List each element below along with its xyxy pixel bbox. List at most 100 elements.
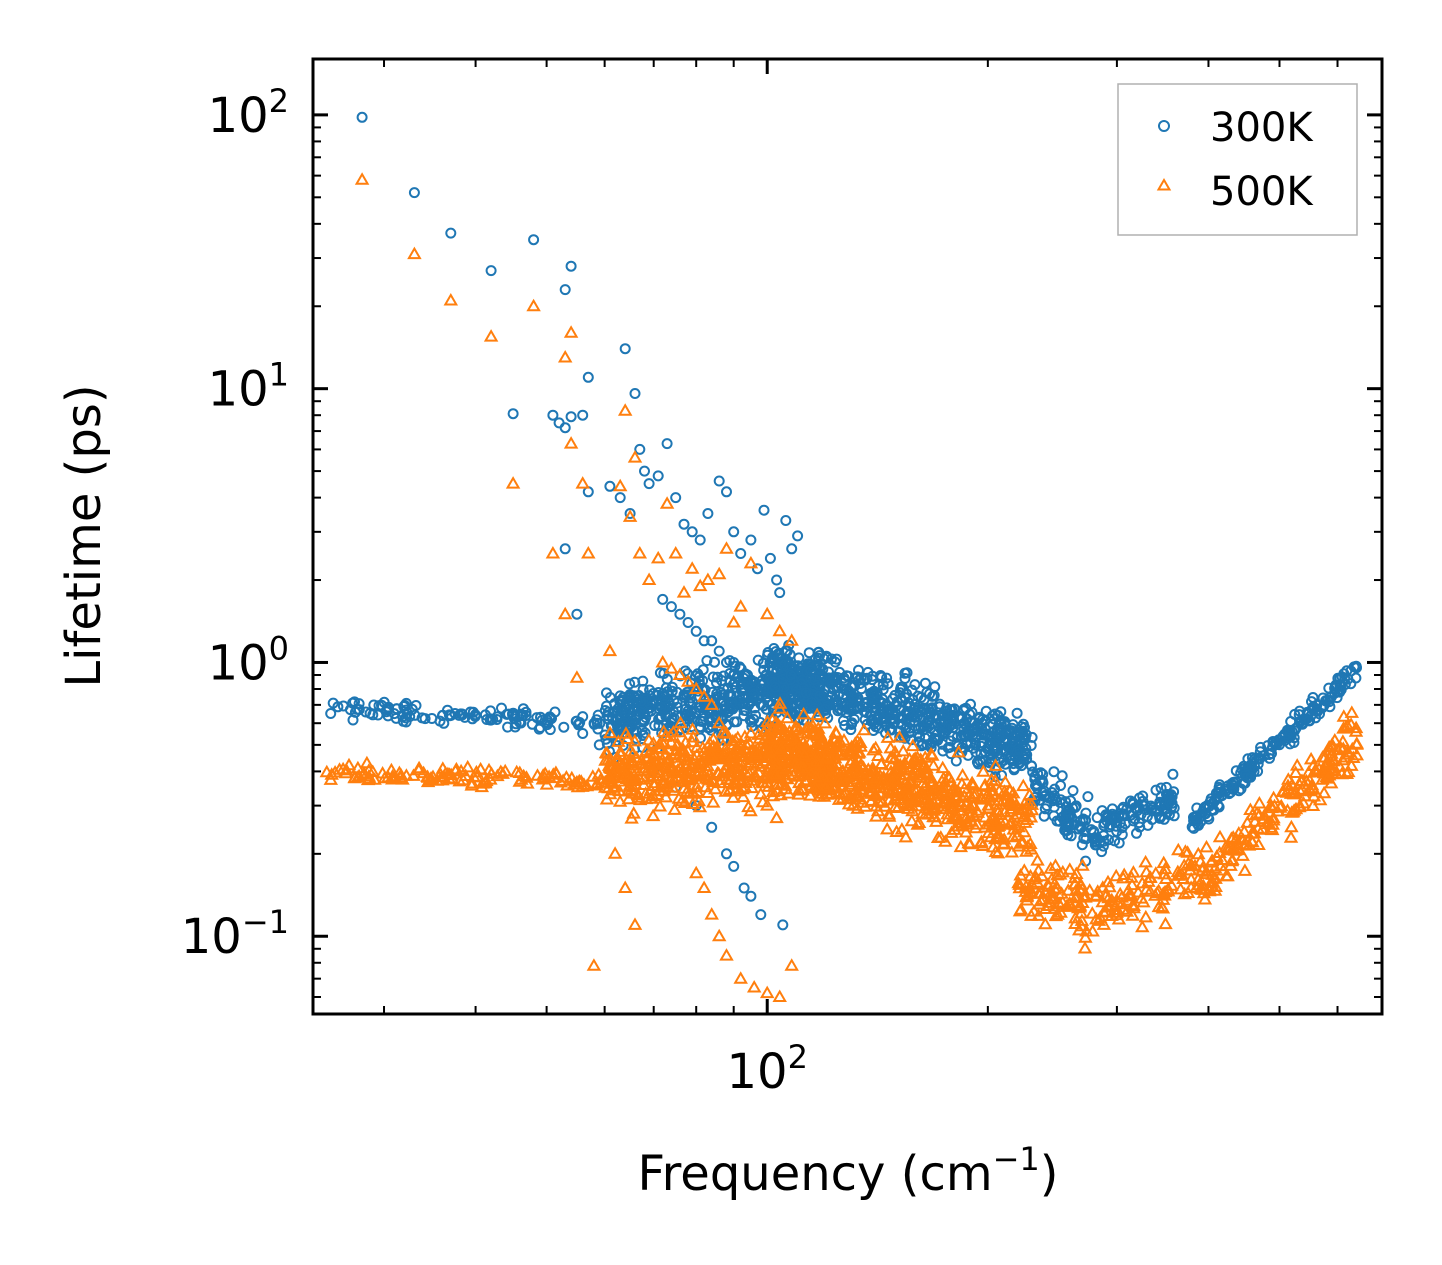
data-point-500k bbox=[796, 706, 811, 720]
data-point-500k bbox=[808, 769, 824, 782]
data-point-500k bbox=[987, 773, 1003, 787]
data-point-300k bbox=[721, 486, 732, 498]
data-point-500k bbox=[332, 762, 347, 775]
data-point-500k bbox=[792, 775, 807, 788]
data-point-300k bbox=[735, 663, 747, 675]
data-point-300k bbox=[408, 187, 420, 199]
data-point-300k bbox=[1000, 733, 1012, 745]
data-point-300k bbox=[1294, 705, 1306, 717]
data-point-500k bbox=[1276, 784, 1291, 797]
data-point-500k bbox=[799, 720, 814, 734]
data-point-500k bbox=[851, 765, 867, 779]
data-point-300k bbox=[929, 733, 941, 745]
data-point-500k bbox=[970, 805, 986, 818]
data-point-300k bbox=[767, 651, 778, 663]
data-point-500k bbox=[836, 787, 851, 800]
data-point-300k bbox=[809, 674, 821, 686]
data-point-500k bbox=[910, 817, 925, 830]
data-point-500k bbox=[967, 786, 983, 799]
data-point-500k bbox=[708, 781, 723, 795]
data-point-300k bbox=[709, 656, 720, 668]
data-point-500k bbox=[777, 778, 793, 791]
data-point-300k bbox=[502, 721, 514, 733]
data-point-500k bbox=[768, 767, 784, 780]
data-point-300k bbox=[800, 687, 812, 699]
data-point-500k bbox=[880, 730, 896, 743]
data-point-500k bbox=[1060, 883, 1076, 896]
data-point-300k bbox=[1198, 802, 1210, 814]
data-point-300k bbox=[1151, 806, 1163, 818]
data-point-300k bbox=[785, 669, 797, 681]
data-point-300k bbox=[1167, 768, 1179, 780]
data-point-500k bbox=[589, 778, 604, 791]
data-point-300k bbox=[1113, 837, 1125, 849]
data-point-300k bbox=[755, 909, 767, 921]
data-point-500k bbox=[881, 809, 897, 822]
data-point-500k bbox=[726, 737, 741, 750]
data-point-500k bbox=[688, 681, 704, 694]
data-point-300k bbox=[744, 714, 756, 726]
data-point-500k bbox=[718, 746, 733, 759]
data-point-500k bbox=[816, 789, 832, 802]
data-point-300k bbox=[706, 821, 718, 833]
data-point-500k bbox=[847, 736, 863, 749]
data-point-300k bbox=[665, 601, 677, 613]
data-point-300k bbox=[682, 617, 694, 628]
data-point-500k bbox=[541, 769, 557, 782]
data-point-300k bbox=[456, 709, 468, 721]
data-point-500k bbox=[850, 789, 866, 802]
data-point-500k bbox=[598, 745, 614, 759]
data-point-300k bbox=[840, 707, 852, 719]
data-point-500k bbox=[1349, 747, 1365, 761]
data-point-500k bbox=[1067, 870, 1083, 884]
data-point-300k bbox=[885, 703, 897, 715]
data-point-500k bbox=[772, 989, 787, 1002]
data-point-500k bbox=[351, 770, 367, 783]
data-point-500k bbox=[1292, 783, 1308, 796]
data-point-500k bbox=[323, 772, 339, 785]
data-point-500k bbox=[1177, 886, 1192, 900]
data-point-500k bbox=[460, 759, 475, 773]
data-point-300k bbox=[899, 673, 911, 684]
data-point-500k bbox=[1011, 875, 1026, 889]
data-point-500k bbox=[639, 749, 655, 763]
data-point-500k bbox=[981, 800, 996, 814]
data-point-500k bbox=[1101, 890, 1116, 904]
data-point-500k bbox=[910, 798, 925, 812]
data-point-300k bbox=[1011, 746, 1023, 758]
data-point-300k bbox=[745, 534, 757, 546]
data-point-500k bbox=[642, 756, 657, 769]
data-point-500k bbox=[360, 772, 376, 786]
data-point-300k bbox=[1049, 793, 1061, 805]
data-point-300k bbox=[852, 702, 864, 714]
data-point-500k bbox=[1116, 867, 1132, 880]
data-point-500k bbox=[519, 770, 534, 783]
data-point-300k bbox=[1082, 791, 1094, 803]
data-point-500k bbox=[469, 769, 485, 782]
data-point-300k bbox=[658, 698, 670, 710]
data-point-500k bbox=[1068, 916, 1083, 929]
data-point-500k bbox=[1139, 882, 1154, 895]
data-point-300k bbox=[624, 678, 636, 690]
data-point-500k bbox=[620, 731, 635, 744]
data-point-300k bbox=[1324, 701, 1336, 713]
data-point-500k bbox=[1033, 893, 1049, 907]
data-point-500k bbox=[617, 403, 633, 416]
data-point-500k bbox=[639, 743, 654, 756]
data-point-500k bbox=[1098, 904, 1114, 917]
data-point-500k bbox=[1017, 863, 1032, 876]
data-point-500k bbox=[667, 802, 682, 815]
data-point-500k bbox=[563, 436, 579, 449]
data-point-500k bbox=[1231, 826, 1247, 839]
data-point-500k bbox=[359, 755, 375, 769]
data-point-300k bbox=[748, 676, 760, 688]
data-point-300k bbox=[327, 697, 339, 709]
data-point-500k bbox=[652, 799, 668, 812]
data-point-300k bbox=[449, 708, 461, 719]
data-point-300k bbox=[1128, 798, 1140, 810]
data-point-300k bbox=[941, 702, 953, 714]
data-point-300k bbox=[1263, 749, 1275, 760]
data-point-500k bbox=[625, 746, 641, 759]
data-point-300k bbox=[1060, 825, 1072, 837]
data-point-300k bbox=[637, 675, 649, 687]
